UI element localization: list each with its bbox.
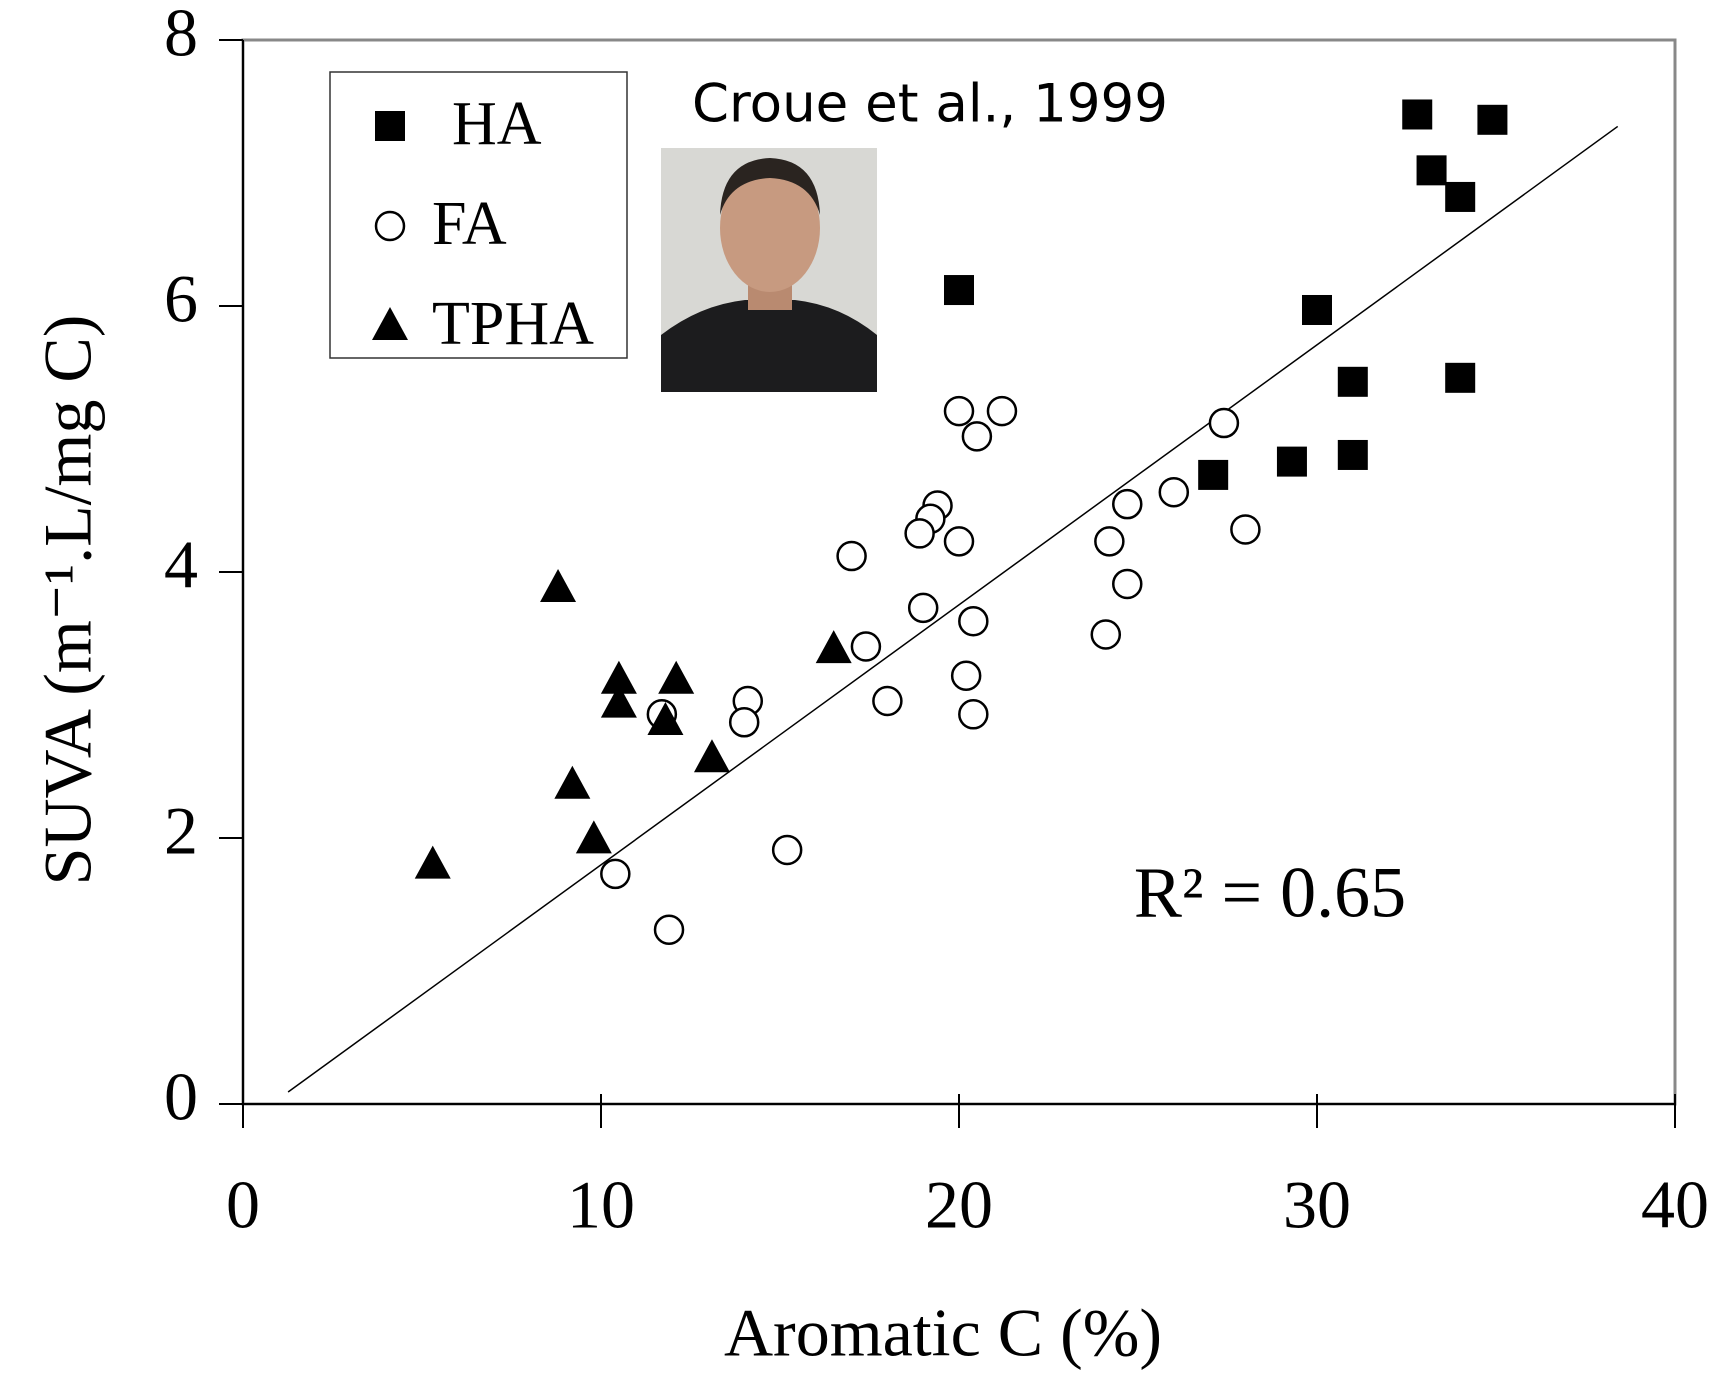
y-tick-label: 0 xyxy=(164,1059,198,1135)
marker-circle xyxy=(958,699,989,730)
marker-square xyxy=(1402,99,1433,130)
marker-circle xyxy=(374,210,406,242)
marker-circle xyxy=(1112,488,1143,520)
marker-square xyxy=(1198,459,1229,490)
marker-triangle xyxy=(554,765,591,799)
marker-circle xyxy=(1094,526,1125,557)
y-tick-label: 8 xyxy=(164,0,198,71)
photo xyxy=(661,148,877,392)
marker-triangle xyxy=(372,307,408,340)
marker-circle xyxy=(1112,568,1143,600)
marker-circle xyxy=(653,914,685,946)
annotation: R² = 0.65 xyxy=(1134,853,1406,933)
legend-label: HA xyxy=(452,90,542,158)
marker-square xyxy=(1445,181,1476,212)
marker-circle xyxy=(728,707,760,738)
marker-triangle xyxy=(414,845,451,879)
marker-circle xyxy=(1230,514,1261,545)
marker-square xyxy=(1337,366,1368,397)
marker-triangle xyxy=(575,820,612,854)
x-tick-label: 40 xyxy=(1641,1167,1709,1243)
marker-square xyxy=(1445,362,1476,393)
marker-circle xyxy=(907,592,939,624)
marker-circle xyxy=(600,858,631,890)
marker-circle xyxy=(943,526,975,557)
marker-square xyxy=(1337,439,1368,470)
marker-circle xyxy=(950,660,982,691)
y-tick-label: 2 xyxy=(164,793,198,869)
annotation: Croue et al., 1999 xyxy=(692,74,1168,135)
x-tick-label: 20 xyxy=(925,1167,993,1243)
marker-circle xyxy=(850,631,882,662)
marker-square xyxy=(375,111,405,141)
marker-square xyxy=(944,275,974,306)
marker-square xyxy=(1477,104,1508,135)
marker-square xyxy=(1276,446,1307,477)
trendline xyxy=(287,125,1619,1093)
marker-triangle xyxy=(815,630,852,664)
marker-circle xyxy=(872,685,903,717)
marker-circle xyxy=(836,540,867,572)
marker-triangle xyxy=(693,739,730,773)
y-tick-label: 4 xyxy=(164,527,198,603)
marker-circle xyxy=(904,518,935,549)
x-tick-label: 30 xyxy=(1283,1167,1351,1243)
y-axis-label: SUVA (m⁻¹.L/mg C) xyxy=(30,315,106,886)
y-tick-label: 6 xyxy=(164,261,198,337)
marker-circle xyxy=(986,395,1018,427)
marker-triangle xyxy=(540,568,577,602)
legend-label: FA xyxy=(432,190,507,258)
x-tick-label: 10 xyxy=(567,1167,635,1243)
legend-label: TPHA xyxy=(432,290,594,358)
marker-circle xyxy=(943,395,975,427)
x-tick-label: 0 xyxy=(226,1167,260,1243)
marker-triangle xyxy=(658,660,695,694)
marker-triangle xyxy=(600,684,637,718)
marker-triangle xyxy=(600,660,637,694)
marker-triangle xyxy=(647,701,684,735)
marker-square xyxy=(1302,294,1332,325)
marker-circle xyxy=(1090,619,1122,650)
marker-circle xyxy=(958,605,989,637)
x-axis-label: Aromatic C (%) xyxy=(724,1295,1162,1371)
marker-circle xyxy=(961,421,993,452)
marker-circle xyxy=(1208,407,1240,439)
marker-square xyxy=(1416,155,1447,186)
marker-circle xyxy=(771,834,803,866)
marker-circle xyxy=(1158,476,1190,508)
